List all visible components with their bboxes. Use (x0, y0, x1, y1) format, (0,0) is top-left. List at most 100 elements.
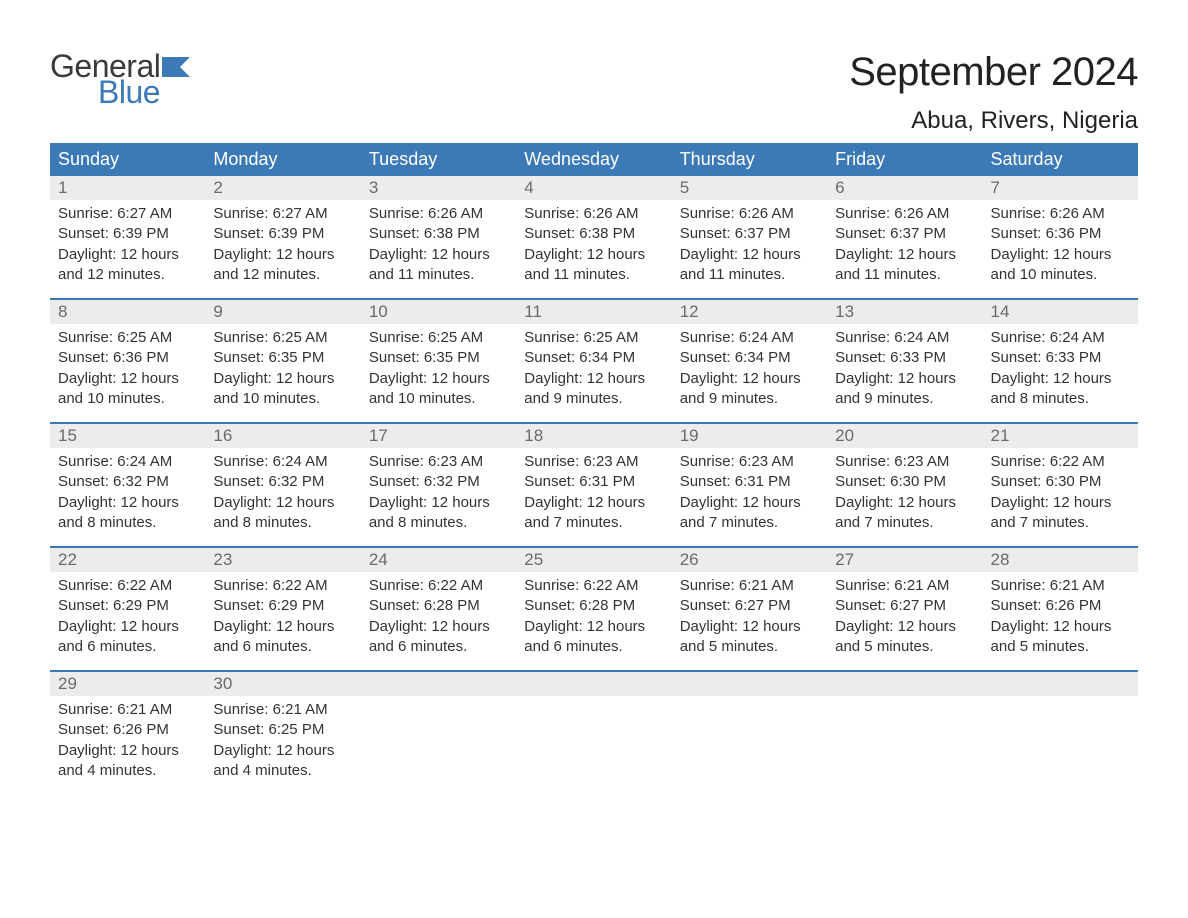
day-number: 16 (205, 424, 360, 448)
day-number (672, 672, 827, 696)
day-number: 30 (205, 672, 360, 696)
day-number: 7 (983, 176, 1138, 200)
day-number: 23 (205, 548, 360, 572)
sunrise-line: Sunrise: 6:23 AM (680, 452, 819, 472)
day-number: 14 (983, 300, 1138, 324)
sunrise-line: Sunrise: 6:21 AM (680, 576, 819, 596)
daylight-line: Daylight: 12 hours and 8 minutes. (213, 493, 352, 534)
day-details: Sunrise: 6:25 AMSunset: 6:35 PMDaylight:… (205, 324, 360, 419)
weekday-header: Friday (827, 143, 982, 176)
day-details: Sunrise: 6:26 AMSunset: 6:37 PMDaylight:… (827, 200, 982, 295)
calendar-day: 23Sunrise: 6:22 AMSunset: 6:29 PMDayligh… (205, 548, 360, 670)
calendar-day: 3Sunrise: 6:26 AMSunset: 6:38 PMDaylight… (361, 176, 516, 298)
calendar-day: 9Sunrise: 6:25 AMSunset: 6:35 PMDaylight… (205, 300, 360, 422)
day-number: 26 (672, 548, 827, 572)
day-number: 3 (361, 176, 516, 200)
calendar-day: 25Sunrise: 6:22 AMSunset: 6:28 PMDayligh… (516, 548, 671, 670)
calendar-day: 8Sunrise: 6:25 AMSunset: 6:36 PMDaylight… (50, 300, 205, 422)
sunrise-line: Sunrise: 6:24 AM (680, 328, 819, 348)
calendar-day: 16Sunrise: 6:24 AMSunset: 6:32 PMDayligh… (205, 424, 360, 546)
sunrise-line: Sunrise: 6:22 AM (524, 576, 663, 596)
sunset-line: Sunset: 6:28 PM (524, 596, 663, 616)
calendar-day: 21Sunrise: 6:22 AMSunset: 6:30 PMDayligh… (983, 424, 1138, 546)
calendar-day (516, 672, 671, 794)
sunrise-line: Sunrise: 6:25 AM (369, 328, 508, 348)
day-number: 21 (983, 424, 1138, 448)
sunset-line: Sunset: 6:34 PM (524, 348, 663, 368)
calendar-day (827, 672, 982, 794)
daylight-line: Daylight: 12 hours and 5 minutes. (835, 617, 974, 658)
sunrise-line: Sunrise: 6:26 AM (524, 204, 663, 224)
sunset-line: Sunset: 6:37 PM (680, 224, 819, 244)
day-number: 18 (516, 424, 671, 448)
calendar-week: 15Sunrise: 6:24 AMSunset: 6:32 PMDayligh… (50, 422, 1138, 546)
calendar-day: 28Sunrise: 6:21 AMSunset: 6:26 PMDayligh… (983, 548, 1138, 670)
sunrise-line: Sunrise: 6:21 AM (991, 576, 1130, 596)
calendar-week: 22Sunrise: 6:22 AMSunset: 6:29 PMDayligh… (50, 546, 1138, 670)
calendar-day: 17Sunrise: 6:23 AMSunset: 6:32 PMDayligh… (361, 424, 516, 546)
day-number: 6 (827, 176, 982, 200)
sunrise-line: Sunrise: 6:23 AM (369, 452, 508, 472)
calendar-day: 1Sunrise: 6:27 AMSunset: 6:39 PMDaylight… (50, 176, 205, 298)
calendar-day: 7Sunrise: 6:26 AMSunset: 6:36 PMDaylight… (983, 176, 1138, 298)
day-number: 2 (205, 176, 360, 200)
sunset-line: Sunset: 6:29 PM (58, 596, 197, 616)
sunrise-line: Sunrise: 6:22 AM (58, 576, 197, 596)
day-details: Sunrise: 6:21 AMSunset: 6:27 PMDaylight:… (827, 572, 982, 667)
day-details: Sunrise: 6:21 AMSunset: 6:26 PMDaylight:… (983, 572, 1138, 667)
daylight-line: Daylight: 12 hours and 10 minutes. (213, 369, 352, 410)
day-details: Sunrise: 6:26 AMSunset: 6:38 PMDaylight:… (361, 200, 516, 295)
day-details: Sunrise: 6:22 AMSunset: 6:28 PMDaylight:… (516, 572, 671, 667)
day-details: Sunrise: 6:23 AMSunset: 6:32 PMDaylight:… (361, 448, 516, 543)
calendar-day: 22Sunrise: 6:22 AMSunset: 6:29 PMDayligh… (50, 548, 205, 670)
brand-line2: Blue (98, 76, 190, 108)
sunrise-line: Sunrise: 6:21 AM (213, 700, 352, 720)
sunrise-line: Sunrise: 6:26 AM (369, 204, 508, 224)
location-subtitle: Abua, Rivers, Nigeria (849, 107, 1138, 135)
day-number: 4 (516, 176, 671, 200)
sunset-line: Sunset: 6:35 PM (213, 348, 352, 368)
day-number: 5 (672, 176, 827, 200)
sunset-line: Sunset: 6:35 PM (369, 348, 508, 368)
calendar-week: 29Sunrise: 6:21 AMSunset: 6:26 PMDayligh… (50, 670, 1138, 794)
calendar-day: 12Sunrise: 6:24 AMSunset: 6:34 PMDayligh… (672, 300, 827, 422)
sunrise-line: Sunrise: 6:23 AM (524, 452, 663, 472)
calendar-day: 26Sunrise: 6:21 AMSunset: 6:27 PMDayligh… (672, 548, 827, 670)
day-details: Sunrise: 6:23 AMSunset: 6:31 PMDaylight:… (672, 448, 827, 543)
sunrise-line: Sunrise: 6:26 AM (835, 204, 974, 224)
day-details: Sunrise: 6:24 AMSunset: 6:33 PMDaylight:… (983, 324, 1138, 419)
day-number: 25 (516, 548, 671, 572)
day-number (516, 672, 671, 696)
day-details: Sunrise: 6:22 AMSunset: 6:28 PMDaylight:… (361, 572, 516, 667)
day-number: 27 (827, 548, 982, 572)
calendar-day: 27Sunrise: 6:21 AMSunset: 6:27 PMDayligh… (827, 548, 982, 670)
calendar-day (672, 672, 827, 794)
weekday-header: Wednesday (516, 143, 671, 176)
day-number: 17 (361, 424, 516, 448)
daylight-line: Daylight: 12 hours and 5 minutes. (991, 617, 1130, 658)
day-details: Sunrise: 6:26 AMSunset: 6:38 PMDaylight:… (516, 200, 671, 295)
month-title: September 2024 (849, 50, 1138, 95)
day-details: Sunrise: 6:23 AMSunset: 6:30 PMDaylight:… (827, 448, 982, 543)
sunrise-line: Sunrise: 6:24 AM (991, 328, 1130, 348)
daylight-line: Daylight: 12 hours and 12 minutes. (58, 245, 197, 286)
sunset-line: Sunset: 6:38 PM (524, 224, 663, 244)
day-number (361, 672, 516, 696)
daylight-line: Daylight: 12 hours and 6 minutes. (58, 617, 197, 658)
sunrise-line: Sunrise: 6:24 AM (835, 328, 974, 348)
day-number: 24 (361, 548, 516, 572)
day-number: 9 (205, 300, 360, 324)
day-number: 12 (672, 300, 827, 324)
day-details: Sunrise: 6:24 AMSunset: 6:33 PMDaylight:… (827, 324, 982, 419)
sunset-line: Sunset: 6:39 PM (213, 224, 352, 244)
calendar-day: 14Sunrise: 6:24 AMSunset: 6:33 PMDayligh… (983, 300, 1138, 422)
day-number (827, 672, 982, 696)
day-details: Sunrise: 6:23 AMSunset: 6:31 PMDaylight:… (516, 448, 671, 543)
sunrise-line: Sunrise: 6:24 AM (213, 452, 352, 472)
daylight-line: Daylight: 12 hours and 6 minutes. (369, 617, 508, 658)
daylight-line: Daylight: 12 hours and 11 minutes. (369, 245, 508, 286)
calendar-week: 1Sunrise: 6:27 AMSunset: 6:39 PMDaylight… (50, 176, 1138, 298)
calendar-day: 19Sunrise: 6:23 AMSunset: 6:31 PMDayligh… (672, 424, 827, 546)
day-details: Sunrise: 6:26 AMSunset: 6:37 PMDaylight:… (672, 200, 827, 295)
brand-logo: General Blue (50, 50, 190, 108)
